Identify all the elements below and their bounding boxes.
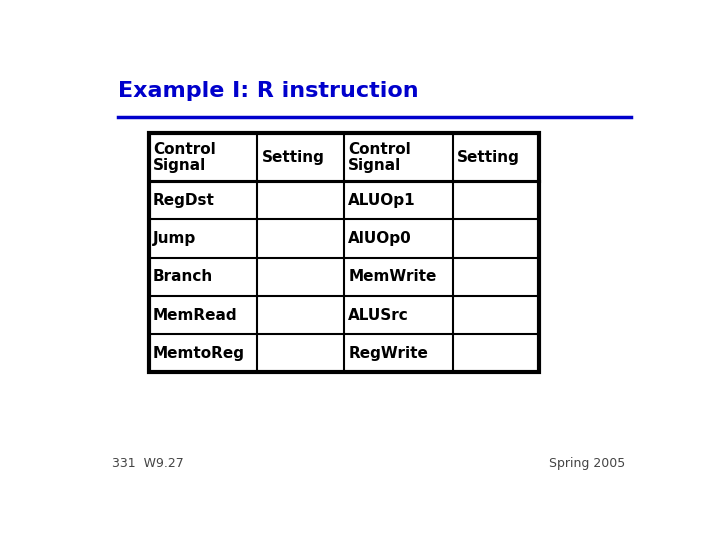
Text: ALUSrc: ALUSrc	[348, 308, 409, 322]
Text: MemWrite: MemWrite	[348, 269, 437, 285]
Text: RegWrite: RegWrite	[348, 346, 428, 361]
Text: RegDst: RegDst	[153, 193, 215, 208]
Text: MemRead: MemRead	[153, 308, 238, 322]
Bar	[148, 133, 539, 373]
Text: Setting: Setting	[457, 150, 520, 165]
Text: MemtoReg: MemtoReg	[153, 346, 245, 361]
Text: Control
Signal: Control Signal	[348, 141, 411, 173]
Text: AlUOp0: AlUOp0	[348, 231, 412, 246]
Text: Jump: Jump	[153, 231, 197, 246]
Text: Branch: Branch	[153, 269, 213, 285]
Text: Setting: Setting	[262, 150, 325, 165]
Text: ALUOp1: ALUOp1	[348, 193, 416, 208]
Text: Spring 2005: Spring 2005	[549, 457, 626, 470]
Text: Control
Signal: Control Signal	[153, 141, 216, 173]
Text: Example I: R instruction: Example I: R instruction	[118, 82, 418, 102]
Text: 331  W9.27: 331 W9.27	[112, 457, 184, 470]
